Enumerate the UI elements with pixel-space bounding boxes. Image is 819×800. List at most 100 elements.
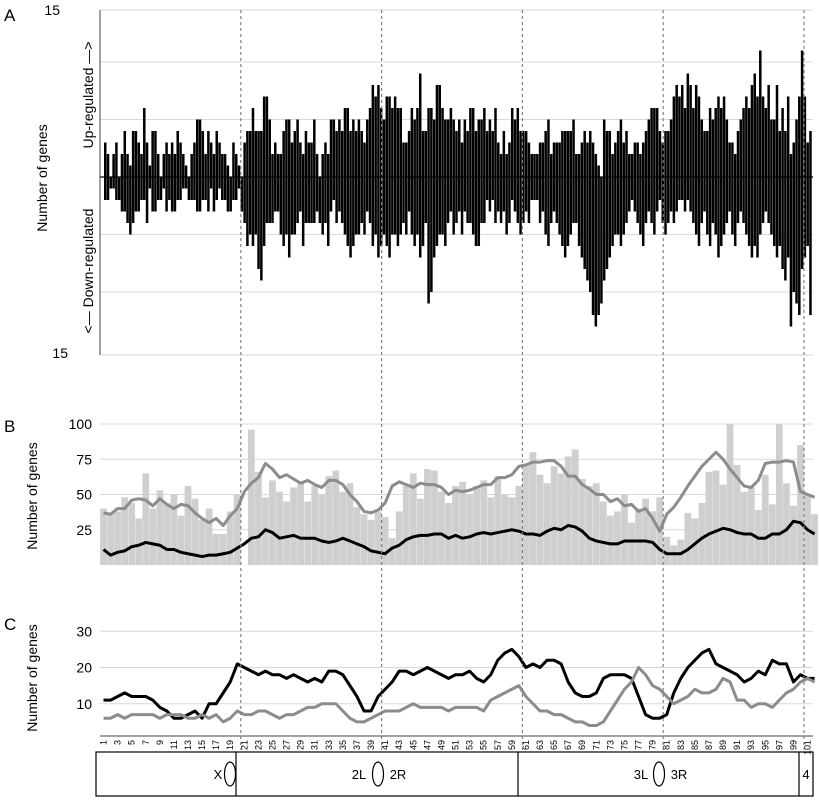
down-regulated-bar (360, 177, 363, 223)
panel-c-x-tick: 35 (338, 740, 348, 750)
down-regulated-bar (739, 177, 743, 212)
up-regulated-bar (616, 131, 620, 177)
up-regulated-bar (745, 96, 748, 177)
panel-b-bar (578, 478, 586, 565)
up-regulated-bar (151, 131, 154, 177)
up-regulated-bar (460, 142, 464, 177)
panel-b-bar (649, 511, 657, 565)
panel-b-bar (276, 491, 283, 565)
down-regulated-bar (260, 177, 263, 281)
panel-b-y-tick: 75 (76, 451, 92, 467)
down-regulated-bar (795, 177, 798, 304)
panel-c-x-tick: 11 (169, 740, 179, 749)
up-regulated-bar (720, 108, 723, 177)
down-regulated-bar (538, 177, 542, 223)
up-regulated-bar (750, 85, 754, 177)
up-regulated-bar (683, 108, 687, 177)
up-regulated-bar (513, 119, 517, 177)
panel-b-bar (522, 464, 530, 565)
up-regulated-bar (563, 131, 567, 177)
up-regulated-bar (800, 50, 804, 177)
down-regulated-bar (287, 177, 291, 258)
up-regulated-bar (198, 119, 202, 177)
up-regulated-bar (274, 142, 277, 177)
up-regulated-bar (385, 96, 389, 177)
up-regulated-bar (148, 165, 152, 177)
up-regulated-bar (343, 108, 347, 177)
panel-b-bar (536, 474, 544, 565)
up-regulated-bar (413, 119, 416, 177)
panel-c-tick-labels: 10 20 30 (76, 623, 92, 712)
panel-c-black-line (103, 647, 815, 720)
down-regulated-bar (112, 177, 115, 189)
panel-b-bar (571, 449, 579, 565)
up-regulated-bar (335, 131, 338, 177)
down-regulated-bar (772, 177, 776, 246)
up-regulated-bar (711, 119, 715, 177)
up-regulated-bar (672, 96, 676, 177)
down-regulated-bar (432, 177, 436, 258)
panel-b-bar (409, 473, 417, 565)
panel-b-bar (529, 452, 537, 565)
up-regulated-bar (591, 142, 595, 177)
arm-label-2r: 2R (390, 767, 407, 782)
down-regulated-bar (193, 177, 196, 200)
up-regulated-bar (753, 73, 756, 177)
down-regulated-bar (357, 177, 361, 235)
up-regulated-bar (764, 108, 768, 177)
down-regulated-bar (689, 177, 692, 212)
up-regulated-bar (276, 154, 280, 177)
up-regulated-bar (759, 50, 762, 177)
arm-label-x: X (214, 767, 223, 782)
up-regulated-bar (201, 131, 205, 177)
down-regulated-bar (248, 177, 252, 235)
up-regulated-bar (583, 131, 586, 177)
up-regulated-bar (170, 142, 174, 177)
up-regulated-bar (285, 119, 288, 177)
panel-c-x-tick: 79 (648, 740, 658, 750)
up-regulated-bar (402, 142, 405, 177)
up-regulated-bar (658, 131, 662, 177)
down-regulated-bar (630, 177, 634, 200)
down-regulated-bar (304, 177, 308, 223)
up-regulated-bar (340, 131, 344, 177)
up-regulated-bar (458, 119, 461, 177)
up-regulated-bar (209, 142, 213, 177)
up-regulated-bar (145, 142, 149, 177)
down-regulated-bar (388, 177, 391, 258)
up-regulated-bar (622, 142, 625, 177)
panel-b-bar (592, 483, 600, 565)
panel-b-bar (283, 501, 290, 565)
panel-c-x-tick: 19 (225, 740, 235, 750)
up-regulated-bar (444, 119, 447, 177)
down-regulated-bar (176, 177, 179, 200)
panel-b-bar (797, 445, 804, 565)
panel-c-x-tick: 21 (239, 740, 249, 750)
up-regulated-bar (154, 131, 157, 177)
down-regulated-bar (552, 177, 556, 212)
arm-label-4: 4 (802, 767, 809, 782)
down-regulated-bar (449, 177, 453, 212)
down-regulated-bar (544, 177, 547, 235)
panel-b-bar (515, 486, 523, 565)
down-regulated-bar (182, 177, 185, 189)
panel-c-x-tick: 51 (451, 740, 461, 750)
down-regulated-bar (614, 177, 617, 235)
up-regulated-bar (129, 165, 132, 177)
up-regulated-bar (176, 131, 179, 177)
down-regulated-bar (335, 177, 338, 223)
panel-c-x-tick-labels: 1 3 5 7 9 11 13 15 17 19 21 23 25 27 29 31 33 35 37 39 41 43 4… (99, 740, 813, 755)
panel-b-bar (459, 481, 466, 565)
up-regulated-bar (338, 119, 341, 177)
panel-c-x-tick: 77 (634, 740, 644, 750)
down-regulated-bar (131, 177, 135, 223)
panel-b-bar (663, 536, 671, 565)
down-regulated-bar (667, 177, 670, 223)
up-regulated-bar (536, 154, 539, 177)
panel-c-x-tick: 43 (394, 740, 404, 750)
panel-b-bar (297, 483, 305, 565)
up-regulated-bar (714, 108, 717, 177)
panel-b-bar (184, 486, 192, 565)
up-regulated-bar (455, 131, 458, 177)
up-regulated-bar (438, 85, 441, 177)
